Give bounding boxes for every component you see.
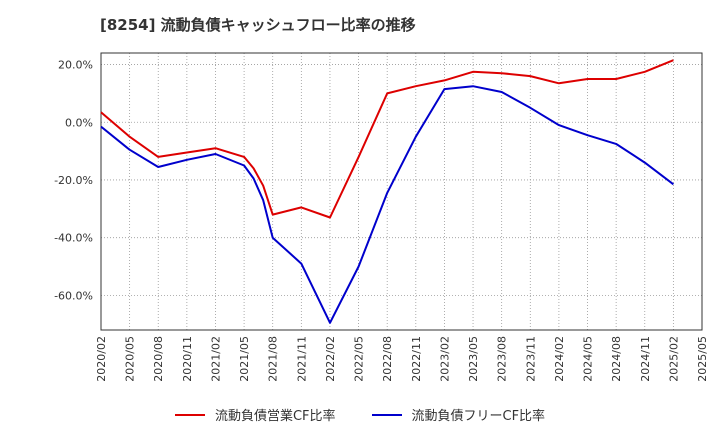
x-tick-label: 2022/05	[353, 336, 366, 382]
y-tick-label: 20.0%	[58, 59, 93, 72]
x-tick-label: 2021/08	[267, 336, 280, 382]
x-tick-label: 2025/05	[696, 336, 709, 382]
y-tick-label: 0.0%	[65, 116, 93, 129]
x-tick-label: 2025/02	[667, 336, 680, 382]
x-tick-label: 2022/11	[410, 336, 423, 382]
series-line-1	[100, 59, 674, 219]
x-tick-label: 2023/08	[496, 336, 509, 382]
x-tick-label: 2024/08	[610, 336, 623, 382]
y-tick-label: -20.0%	[54, 174, 93, 187]
x-tick-label: 2021/02	[209, 336, 222, 382]
y-tick-label: -60.0%	[54, 289, 93, 302]
legend-item-2: 流動負債フリーCF比率	[371, 405, 546, 424]
y-tick-label: -40.0%	[54, 232, 93, 245]
series-line-2	[100, 85, 675, 324]
x-tick-label: 2024/11	[639, 336, 652, 382]
plot-frame	[100, 52, 703, 331]
x-tick-label: 2020/08	[152, 336, 165, 382]
x-tick-label: 2023/11	[524, 336, 537, 382]
x-tick-label: 2023/05	[467, 336, 480, 382]
legend-label: 流動負債フリーCF比率	[411, 409, 546, 424]
chart-title: [8254] 流動負債キャッシュフロー比率の推移	[100, 16, 416, 34]
legend-item-1: 流動負債営業CF比率	[174, 405, 336, 424]
x-tick-label: 2024/05	[582, 336, 595, 382]
series-layer	[100, 59, 675, 324]
x-tick-label: 2022/02	[324, 336, 337, 382]
axis-layer: 2020/02 2020/05 2020/08 2020/11 2021/02 2021/…	[54, 52, 709, 382]
x-tick-label: 2020/05	[124, 336, 137, 382]
legend-label: 流動負債営業CF比率	[214, 409, 336, 424]
x-tick-label: 2020/11	[181, 336, 194, 382]
x-tick-label: 2021/05	[238, 336, 251, 382]
x-tick-label: 2023/02	[438, 336, 451, 382]
legend: 流動負債営業CF比率 流動負債フリーCF比率	[0, 405, 720, 424]
x-tick-label: 2024/02	[553, 336, 566, 382]
x-tick-label: 2022/08	[381, 336, 394, 382]
grid-layer	[101, 53, 702, 330]
legend-swatch	[174, 413, 205, 416]
x-tick-label: 2021/11	[295, 336, 308, 382]
x-tick-label: 2020/02	[95, 336, 108, 382]
legend-swatch	[371, 413, 402, 416]
